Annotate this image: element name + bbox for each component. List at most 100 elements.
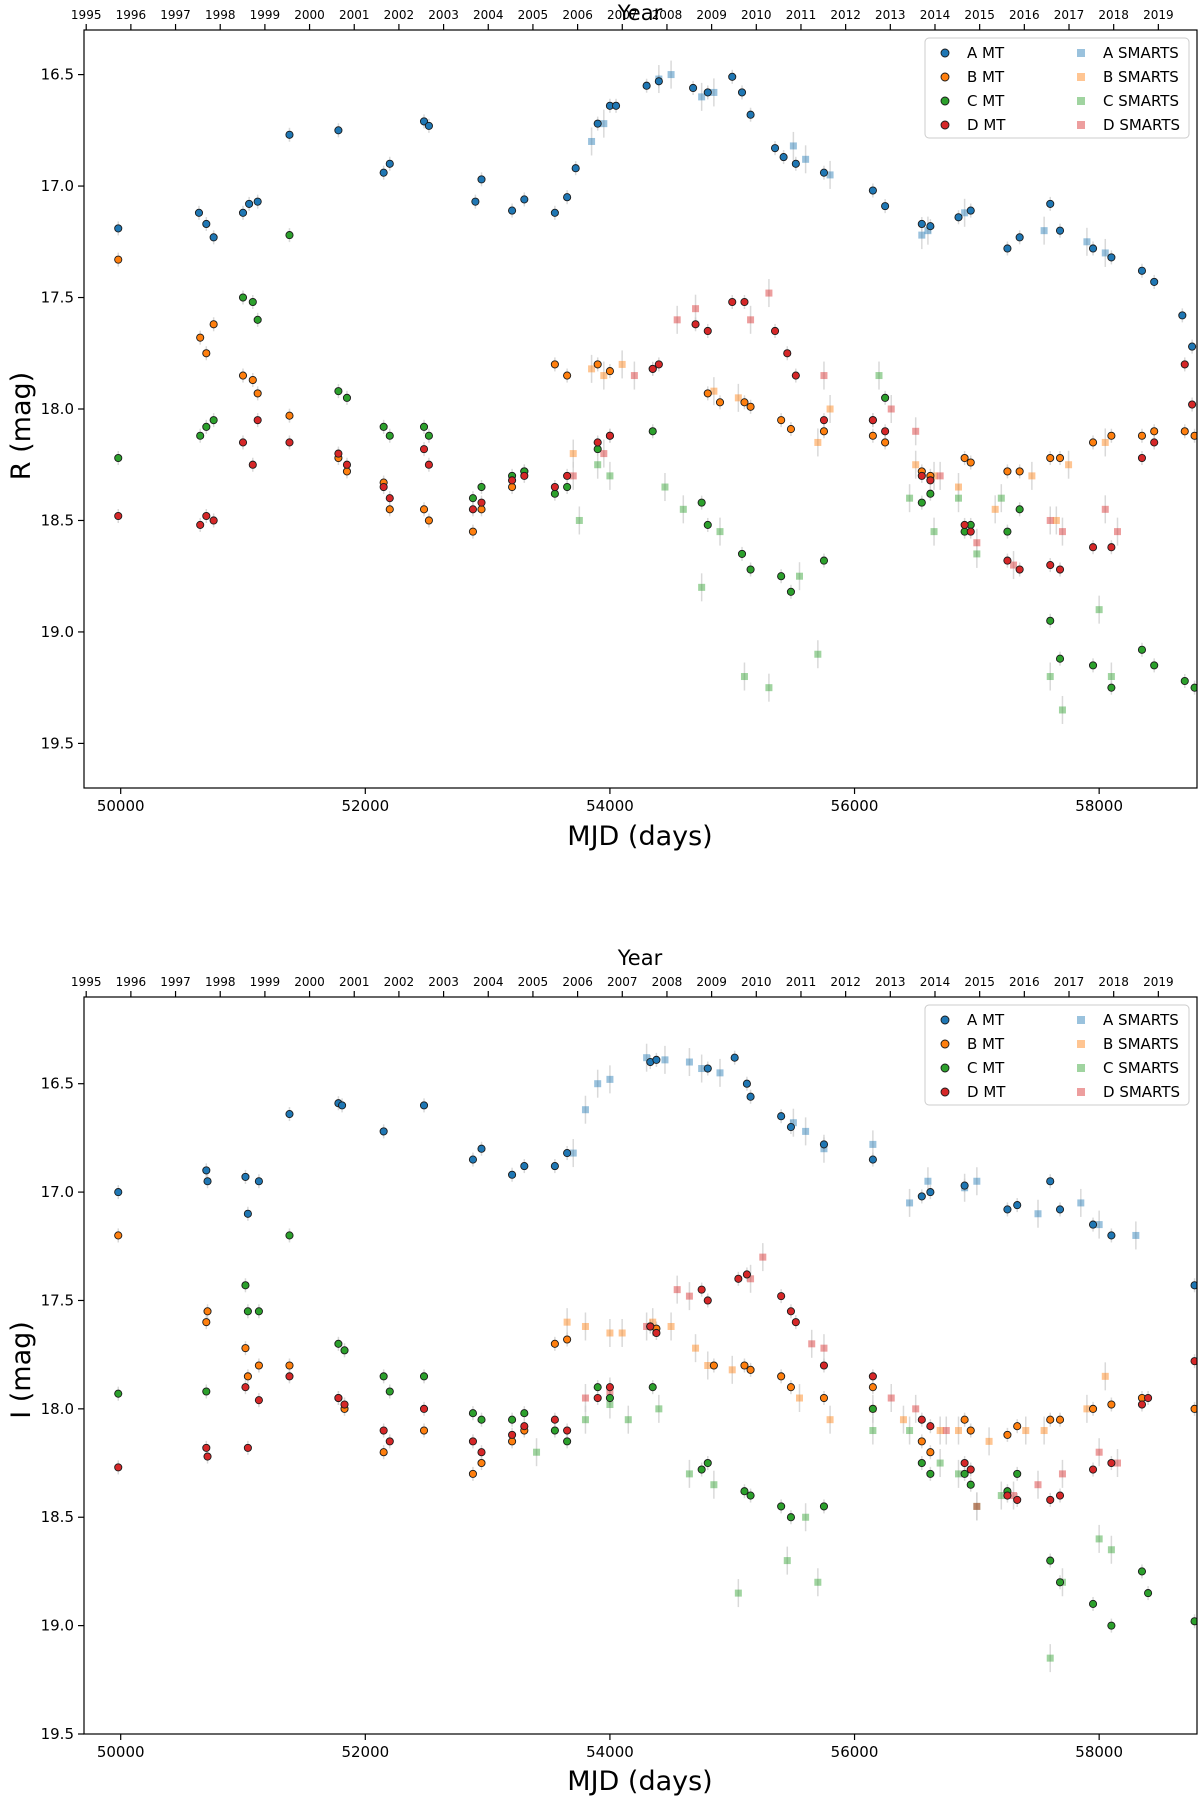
point-b-mt: [196, 333, 205, 342]
point-b-mt: [508, 482, 517, 492]
point-d-smarts: [973, 539, 981, 547]
point-b-mt: [1003, 1430, 1012, 1439]
point-b-mt: [703, 389, 712, 398]
legend-label-c-smarts: C SMARTS: [1103, 92, 1179, 110]
point-d-mt: [550, 482, 559, 492]
point-b-mt: [202, 349, 211, 358]
point-c-smarts: [906, 1427, 914, 1435]
point-b-mt: [477, 1458, 486, 1468]
point-b-smarts: [1022, 1427, 1030, 1435]
point-d-mt: [1088, 543, 1098, 552]
point-a-smarts: [685, 1058, 693, 1066]
year-tick-label: 2015: [964, 975, 995, 989]
point-a-smarts: [1095, 1221, 1103, 1229]
point-b-smarts: [600, 372, 608, 380]
point-a-mt: [285, 130, 294, 139]
point-c-mt: [563, 1437, 572, 1446]
point-a-smarts: [569, 1149, 577, 1157]
point-c-mt: [1180, 676, 1189, 686]
point-b-mt: [819, 427, 829, 436]
point-d-smarts: [1101, 505, 1109, 513]
point-b-mt: [715, 398, 725, 407]
x-tick-label: 56000: [831, 1743, 879, 1761]
point-a-smarts: [961, 209, 969, 217]
point-c-mt: [1003, 527, 1012, 536]
point-c-mt: [786, 587, 795, 596]
point-c-smarts: [581, 1416, 589, 1424]
legend-marker-d-smarts: [1077, 1088, 1085, 1096]
x-tick-label: 54000: [586, 1743, 634, 1761]
point-c-mt: [254, 1307, 263, 1316]
point-d-mt: [605, 1383, 614, 1392]
point-a-mt: [508, 206, 517, 215]
point-c-mt: [1137, 1567, 1147, 1576]
point-a-mt: [571, 164, 580, 173]
point-b-smarts: [1083, 1405, 1091, 1413]
point-c-smarts: [575, 516, 583, 524]
point-d-mt: [1107, 1458, 1116, 1468]
point-d-mt: [1188, 400, 1197, 409]
year-tick-label: 1997: [160, 8, 191, 22]
legend-label-a-mt: A MT: [967, 44, 1005, 62]
legend-label-c-mt: C MT: [967, 92, 1005, 110]
point-b-smarts: [1101, 1372, 1109, 1380]
y-tick-label: 16.5: [41, 1075, 74, 1093]
point-c-smarts: [1107, 1546, 1115, 1554]
point-c-mt: [385, 431, 394, 440]
point-a-mt: [1003, 1205, 1012, 1214]
point-b-smarts: [899, 1416, 907, 1424]
point-d-mt: [285, 1372, 294, 1381]
point-c-smarts: [740, 673, 748, 681]
legend: A MT B MT C MT D MT A SMARTS B SMARTS C SMARTS…: [924, 1004, 1190, 1106]
point-d-mt: [508, 1430, 517, 1439]
point-c-smarts: [606, 472, 614, 480]
point-c-mt: [1107, 1621, 1116, 1630]
point-c-mt: [926, 489, 935, 498]
year-tick-label: 2003: [428, 975, 459, 989]
point-d-mt: [1137, 453, 1147, 463]
year-tick-label: 2004: [473, 8, 504, 22]
point-b-smarts: [912, 461, 920, 469]
point-a-smarts: [869, 1140, 877, 1148]
point-a-mt: [379, 168, 388, 177]
year-tick-label: 2019: [1143, 975, 1174, 989]
point-a-smarts: [588, 137, 596, 145]
year-tick-label: 2005: [518, 8, 549, 22]
point-c-mt: [419, 1372, 429, 1381]
point-b-mt: [740, 1361, 749, 1370]
point-b-mt: [960, 453, 969, 463]
point-c-smarts: [814, 650, 822, 658]
point-d-mt: [1190, 1357, 1197, 1366]
x-tick-label: 58000: [1075, 797, 1123, 815]
point-c-smarts: [679, 505, 687, 513]
point-a-mt: [508, 1170, 517, 1179]
point-b-mt: [1013, 1422, 1022, 1431]
legend-label-d-smarts: D SMARTS: [1103, 1083, 1180, 1101]
point-b-mt: [777, 1372, 786, 1381]
point-a-mt: [241, 1172, 250, 1181]
point-a-mt: [960, 1181, 969, 1190]
point-b-mt: [253, 389, 262, 398]
point-a-mt: [334, 126, 343, 135]
point-c-mt: [777, 1502, 786, 1511]
point-a-mt: [881, 202, 890, 211]
point-d-mt: [1144, 1393, 1153, 1403]
point-b-mt: [424, 516, 433, 525]
point-d-mt: [424, 460, 433, 469]
point-b-mt: [285, 411, 294, 420]
point-a-smarts: [1077, 1199, 1085, 1207]
year-tick-label: 2017: [1054, 975, 1085, 989]
point-a-mt: [966, 206, 975, 215]
point-a-smarts: [698, 93, 706, 101]
point-d-mt: [1055, 565, 1065, 574]
point-d-mt: [520, 471, 529, 480]
point-d-mt: [1107, 543, 1116, 552]
point-a-mt: [954, 213, 963, 222]
point-c-mt: [593, 445, 602, 454]
point-a-smarts: [667, 71, 675, 79]
point-c-mt: [238, 293, 248, 302]
point-a-mt: [1003, 244, 1012, 253]
year-tick-label: 2010: [741, 975, 772, 989]
legend-label-a-mt: A MT: [967, 1011, 1005, 1029]
point-a-mt: [868, 186, 877, 195]
